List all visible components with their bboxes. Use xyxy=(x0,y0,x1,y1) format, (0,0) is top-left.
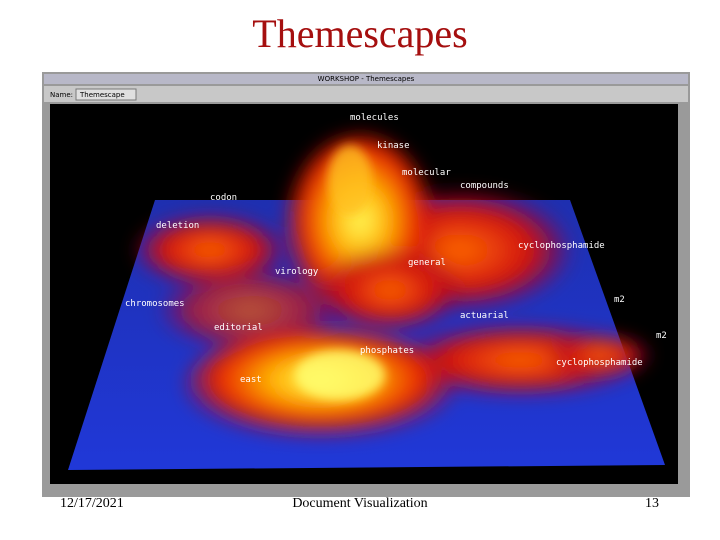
terrain-labels: molecules kinase molecular compounds cod… xyxy=(125,113,667,385)
name-value: Themescape xyxy=(79,91,125,99)
toolbar xyxy=(44,86,688,102)
terrain-label: compounds xyxy=(460,181,509,191)
footer-page: 13 xyxy=(645,496,659,511)
footer-date: 12/17/2021 xyxy=(60,496,124,511)
name-label: Name: xyxy=(50,91,73,99)
terrain-label: molecules xyxy=(350,113,399,123)
terrain-label: codon xyxy=(210,193,237,203)
terrain-label: virology xyxy=(275,267,319,277)
terrain-label: deletion xyxy=(156,221,199,231)
footer-center: Document Visualization xyxy=(292,496,428,511)
slide-title: Themescapes xyxy=(252,11,468,56)
terrain-label: cyclophosphamide xyxy=(518,241,605,251)
window-titlebar xyxy=(44,74,688,84)
terrain-label: phosphates xyxy=(360,346,414,356)
terrain-label: chromosomes xyxy=(125,299,185,309)
terrain-label: m2 xyxy=(656,331,667,341)
terrain-label: m2 xyxy=(614,295,625,305)
terrain-label: molecular xyxy=(402,168,451,178)
terrain-label: cyclophosphamide xyxy=(556,358,643,368)
window-title: WORKSHOP - Themescapes xyxy=(318,75,415,83)
terrain-label: general xyxy=(408,258,446,268)
terrain-label: east xyxy=(240,375,262,385)
name-field[interactable] xyxy=(75,88,137,101)
terrain-label: actuarial xyxy=(460,311,509,321)
terrain-label: editorial xyxy=(214,323,263,333)
terrain-label: kinase xyxy=(377,141,410,151)
